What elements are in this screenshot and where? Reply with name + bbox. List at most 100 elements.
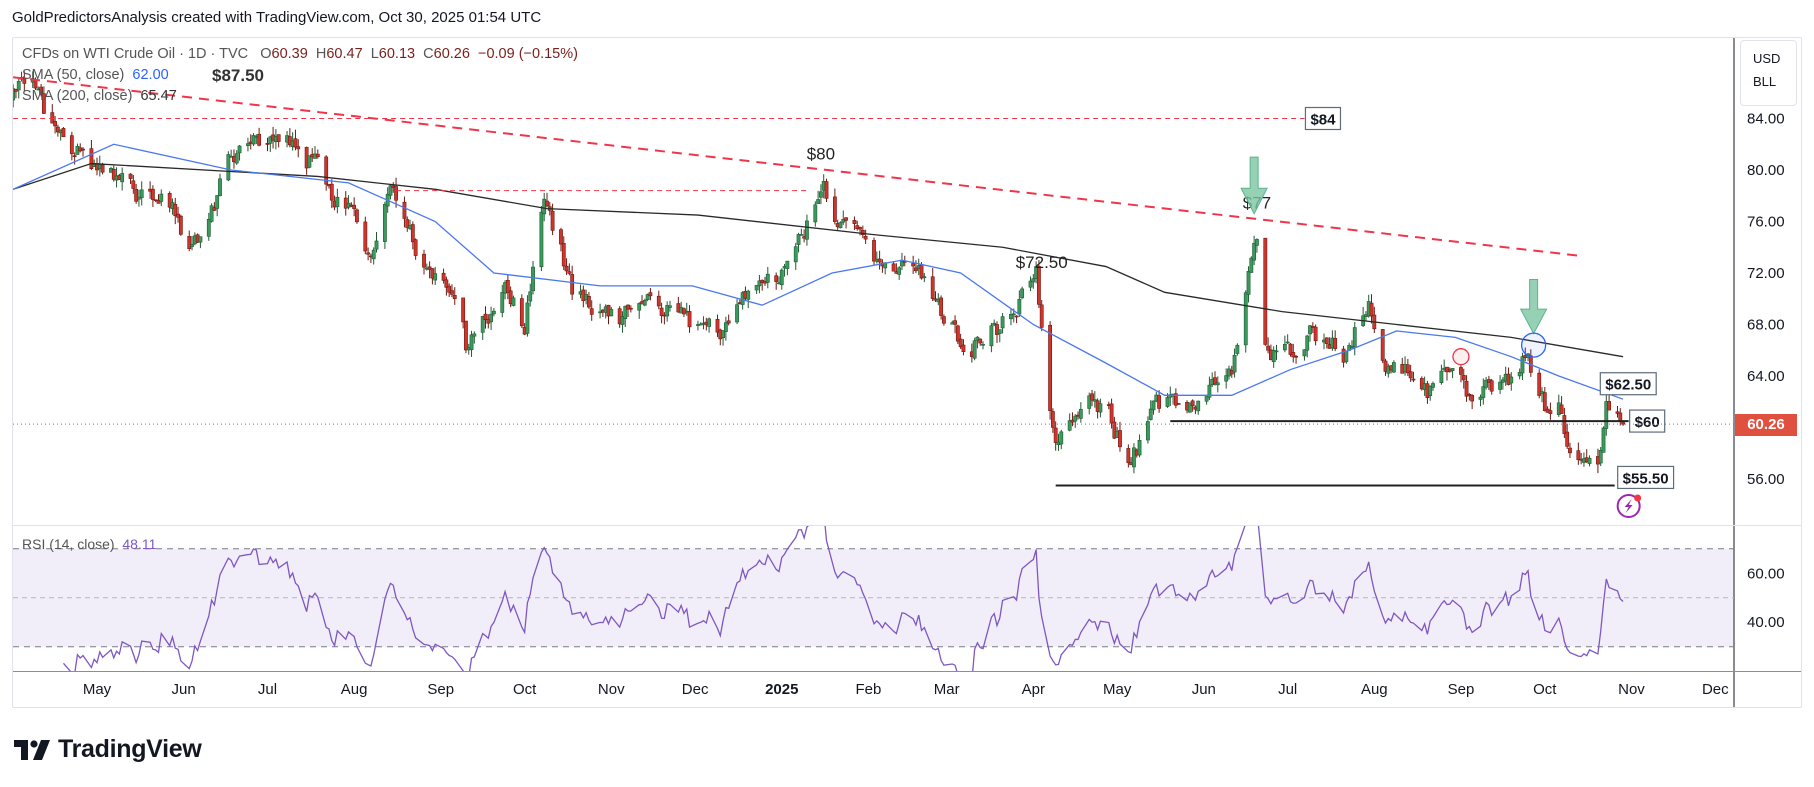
candle-up[interactable] xyxy=(1132,443,1136,474)
rsi-pane[interactable] xyxy=(62,510,1624,682)
candle-up[interactable] xyxy=(542,192,547,222)
candle-up[interactable] xyxy=(668,300,672,312)
candle-down[interactable] xyxy=(1615,406,1620,418)
candle-down[interactable] xyxy=(61,127,66,138)
candle-down[interactable] xyxy=(1014,315,1019,324)
candle-up[interactable] xyxy=(1282,335,1287,353)
candle-up[interactable] xyxy=(480,315,485,341)
candle-up[interactable] xyxy=(698,322,703,326)
candle-down[interactable] xyxy=(1313,324,1318,346)
candle-up[interactable] xyxy=(198,236,203,249)
candle-up[interactable] xyxy=(1274,344,1279,361)
candle-up[interactable] xyxy=(1285,334,1290,344)
candle-up[interactable] xyxy=(785,260,790,276)
candle-down[interactable] xyxy=(1568,442,1572,458)
candle-down[interactable] xyxy=(452,287,457,305)
candle-down[interactable] xyxy=(265,137,270,152)
candle-down[interactable] xyxy=(519,294,524,329)
candle-up[interactable] xyxy=(12,84,16,108)
candle-up[interactable] xyxy=(796,232,801,253)
candle-down[interactable] xyxy=(1467,393,1472,401)
candle-down[interactable] xyxy=(659,302,664,324)
candle-down[interactable] xyxy=(858,226,862,236)
candle-down[interactable] xyxy=(402,196,407,228)
candle-down[interactable] xyxy=(464,320,468,354)
candle-down[interactable] xyxy=(461,297,466,329)
candle-up[interactable] xyxy=(139,181,144,206)
candle-up[interactable] xyxy=(997,329,1002,343)
candle-down[interactable] xyxy=(559,227,563,252)
candle-up[interactable] xyxy=(779,268,784,290)
candle-down[interactable] xyxy=(505,274,510,300)
candle-down[interactable] xyxy=(450,284,454,298)
candle-up[interactable] xyxy=(813,201,818,227)
candle-up[interactable] xyxy=(975,336,980,349)
candle-down[interactable] xyxy=(167,191,172,213)
candle-down[interactable] xyxy=(961,339,966,356)
candle-down[interactable] xyxy=(1109,398,1114,429)
candle-down[interactable] xyxy=(1464,375,1469,402)
candle-up[interactable] xyxy=(623,305,628,328)
candle-down[interactable] xyxy=(53,116,57,134)
candle-down[interactable] xyxy=(1126,444,1131,468)
candle-up[interactable] xyxy=(1431,381,1435,391)
candle-up[interactable] xyxy=(992,319,997,327)
candle-up[interactable] xyxy=(765,266,770,289)
candle-up[interactable] xyxy=(723,316,728,341)
candle-down[interactable] xyxy=(1333,330,1338,352)
candle-down[interactable] xyxy=(1470,394,1475,410)
candle-down[interactable] xyxy=(628,305,633,313)
candle-down[interactable] xyxy=(1380,328,1385,364)
candle-up[interactable] xyxy=(819,184,823,205)
candle-down[interactable] xyxy=(1489,378,1494,395)
candle-down[interactable] xyxy=(134,183,139,204)
candle-up[interactable] xyxy=(989,322,994,353)
candle-up[interactable] xyxy=(1246,266,1251,303)
label-55-50[interactable]: $55.50 xyxy=(1617,465,1675,490)
candle-up[interactable] xyxy=(1498,375,1502,394)
candle-up[interactable] xyxy=(1302,349,1307,361)
candle-up[interactable] xyxy=(120,167,125,191)
candle-up[interactable] xyxy=(234,150,239,165)
candle-up[interactable] xyxy=(159,189,164,207)
candle-up[interactable] xyxy=(707,317,712,333)
candle-down[interactable] xyxy=(726,314,731,326)
candle-up[interactable] xyxy=(374,231,379,253)
candle-up[interactable] xyxy=(1344,350,1349,364)
candle-up[interactable] xyxy=(1073,414,1078,428)
candle-down[interactable] xyxy=(1176,403,1181,405)
candle-up[interactable] xyxy=(1450,368,1455,379)
candle-down[interactable] xyxy=(863,229,868,244)
candle-down[interactable] xyxy=(1294,355,1298,364)
candle-down[interactable] xyxy=(187,230,192,252)
candle-up[interactable] xyxy=(1391,360,1396,373)
candle-down[interactable] xyxy=(41,86,46,114)
candle-up[interactable] xyxy=(746,289,751,309)
candle-up[interactable] xyxy=(665,301,670,322)
candle-up[interactable] xyxy=(388,184,393,200)
candle-down[interactable] xyxy=(1621,421,1625,426)
candle-down[interactable] xyxy=(1405,358,1410,376)
candle-down[interactable] xyxy=(852,216,857,230)
candle-up[interactable] xyxy=(1148,400,1153,421)
candle-down[interactable] xyxy=(877,250,882,270)
resistance-trendline[interactable] xyxy=(13,76,1585,258)
candle-down[interactable] xyxy=(953,315,957,334)
candle-down[interactable] xyxy=(1411,371,1416,383)
candle-up[interactable] xyxy=(215,195,220,217)
candle-up[interactable] xyxy=(1249,256,1254,273)
candle-up[interactable] xyxy=(609,306,614,317)
candle-down[interactable] xyxy=(89,139,94,171)
candle-up[interactable] xyxy=(841,210,846,225)
candle-up[interactable] xyxy=(1009,309,1013,326)
candle-down[interactable] xyxy=(1266,337,1271,354)
candle-down[interactable] xyxy=(1369,294,1374,324)
candle-down[interactable] xyxy=(394,177,398,208)
candle-down[interactable] xyxy=(1157,390,1162,413)
candle-down[interactable] xyxy=(410,221,415,250)
candle-up[interactable] xyxy=(922,272,927,283)
candle-down[interactable] xyxy=(545,192,549,208)
candle-down[interactable] xyxy=(656,290,661,310)
sma200-legend[interactable]: SMA (200, close) 65.47 xyxy=(22,88,177,104)
candle-up[interactable] xyxy=(491,308,496,317)
